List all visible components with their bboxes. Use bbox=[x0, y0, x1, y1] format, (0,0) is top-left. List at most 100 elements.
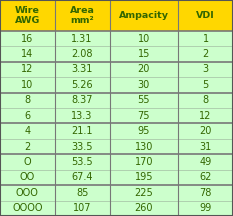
Text: 12: 12 bbox=[199, 111, 212, 121]
Text: 3: 3 bbox=[202, 64, 209, 75]
Text: 8: 8 bbox=[202, 95, 209, 105]
Text: 130: 130 bbox=[135, 141, 153, 152]
Text: 53.5: 53.5 bbox=[71, 157, 93, 167]
Text: 55: 55 bbox=[138, 95, 150, 105]
Bar bbox=[0, 93, 55, 108]
Text: OO: OO bbox=[20, 172, 35, 183]
Text: Ampacity: Ampacity bbox=[119, 11, 169, 20]
Bar bbox=[0, 62, 55, 77]
Bar bbox=[178, 31, 233, 46]
Bar bbox=[0, 77, 55, 93]
Bar bbox=[55, 93, 110, 108]
Text: 16: 16 bbox=[21, 33, 34, 44]
Bar bbox=[55, 0, 110, 31]
Text: 3.31: 3.31 bbox=[72, 64, 93, 75]
Text: 260: 260 bbox=[135, 203, 153, 213]
Text: 67.4: 67.4 bbox=[71, 172, 93, 183]
Text: 99: 99 bbox=[199, 203, 212, 213]
Bar bbox=[55, 77, 110, 93]
Bar bbox=[0, 154, 55, 170]
Text: 20: 20 bbox=[199, 126, 212, 136]
Text: 12: 12 bbox=[21, 64, 34, 75]
Bar bbox=[178, 93, 233, 108]
Text: 225: 225 bbox=[134, 188, 153, 198]
Bar bbox=[0, 123, 55, 139]
Bar bbox=[178, 185, 233, 201]
Bar bbox=[178, 139, 233, 154]
Text: 8: 8 bbox=[24, 95, 31, 105]
Text: 62: 62 bbox=[199, 172, 212, 183]
Bar bbox=[178, 62, 233, 77]
Text: 2: 2 bbox=[24, 141, 31, 152]
Bar bbox=[178, 108, 233, 123]
Text: 20: 20 bbox=[138, 64, 150, 75]
Text: Wire
AWG: Wire AWG bbox=[15, 6, 40, 25]
Bar bbox=[178, 123, 233, 139]
Text: 78: 78 bbox=[199, 188, 212, 198]
Bar bbox=[110, 0, 178, 31]
Bar bbox=[110, 185, 178, 201]
Bar bbox=[178, 46, 233, 62]
Text: 4: 4 bbox=[24, 126, 31, 136]
Text: VDI: VDI bbox=[196, 11, 215, 20]
Bar bbox=[178, 0, 233, 31]
Bar bbox=[0, 185, 55, 201]
Bar bbox=[110, 31, 178, 46]
Text: 33.5: 33.5 bbox=[71, 141, 93, 152]
Text: O: O bbox=[24, 157, 31, 167]
Bar bbox=[0, 0, 55, 31]
Bar bbox=[110, 201, 178, 216]
Bar bbox=[178, 77, 233, 93]
Text: Area
mm²: Area mm² bbox=[70, 6, 95, 25]
Text: 14: 14 bbox=[21, 49, 34, 59]
Bar bbox=[110, 77, 178, 93]
Text: 30: 30 bbox=[138, 80, 150, 90]
Text: 6: 6 bbox=[24, 111, 31, 121]
Text: 31: 31 bbox=[199, 141, 212, 152]
Text: 49: 49 bbox=[199, 157, 212, 167]
Text: 107: 107 bbox=[73, 203, 91, 213]
Bar bbox=[0, 201, 55, 216]
Bar bbox=[110, 108, 178, 123]
Bar bbox=[110, 139, 178, 154]
Bar bbox=[55, 62, 110, 77]
Text: 10: 10 bbox=[138, 33, 150, 44]
Bar bbox=[110, 62, 178, 77]
Bar bbox=[0, 139, 55, 154]
Text: 13.3: 13.3 bbox=[72, 111, 93, 121]
Bar bbox=[0, 46, 55, 62]
Text: 2.08: 2.08 bbox=[71, 49, 93, 59]
Text: 8.37: 8.37 bbox=[71, 95, 93, 105]
Text: 15: 15 bbox=[138, 49, 150, 59]
Bar bbox=[0, 170, 55, 185]
Text: OOO: OOO bbox=[16, 188, 39, 198]
Bar bbox=[0, 108, 55, 123]
Bar bbox=[178, 154, 233, 170]
Bar bbox=[178, 201, 233, 216]
Bar bbox=[178, 170, 233, 185]
Text: 95: 95 bbox=[138, 126, 150, 136]
Bar bbox=[110, 46, 178, 62]
Bar bbox=[55, 154, 110, 170]
Text: 1.31: 1.31 bbox=[72, 33, 93, 44]
Text: 85: 85 bbox=[76, 188, 88, 198]
Bar bbox=[55, 108, 110, 123]
Text: 75: 75 bbox=[138, 111, 150, 121]
Text: 2: 2 bbox=[202, 49, 209, 59]
Bar bbox=[0, 31, 55, 46]
Bar bbox=[55, 123, 110, 139]
Text: 21.1: 21.1 bbox=[71, 126, 93, 136]
Bar bbox=[110, 170, 178, 185]
Text: OOOO: OOOO bbox=[12, 203, 43, 213]
Bar bbox=[55, 46, 110, 62]
Text: 5.26: 5.26 bbox=[71, 80, 93, 90]
Bar bbox=[110, 123, 178, 139]
Text: 195: 195 bbox=[135, 172, 153, 183]
Bar bbox=[55, 185, 110, 201]
Text: 1: 1 bbox=[202, 33, 209, 44]
Bar bbox=[55, 201, 110, 216]
Bar bbox=[55, 31, 110, 46]
Bar bbox=[110, 154, 178, 170]
Bar bbox=[55, 170, 110, 185]
Text: 5: 5 bbox=[202, 80, 209, 90]
